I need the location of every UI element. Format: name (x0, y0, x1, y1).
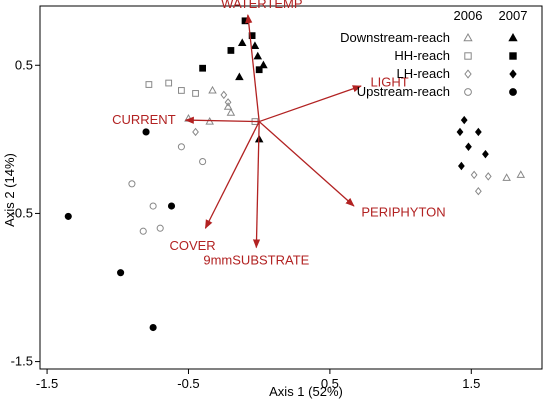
legend-marker-lh-reach-2006 (464, 69, 472, 79)
legend-label-downstream-reach: Downstream-reach (340, 30, 450, 45)
data-points (64, 17, 526, 332)
point-lh-reach-2006 (192, 127, 199, 137)
point-lh-reach-2007 (458, 161, 465, 171)
point-downstream-reach-2007 (235, 72, 244, 81)
point-lh-reach-2007 (456, 127, 464, 137)
point-hh-reach-2007 (248, 32, 256, 40)
point-upstream-reach-2007 (149, 323, 157, 332)
point-hh-reach-2006 (165, 79, 173, 87)
point-lh-reach-2006 (484, 172, 492, 181)
environmental-vectors: WATERTEMP LIGHT CURRENT PERIPHYTON COVER9mmS… (112, 0, 446, 268)
legend-marker-hh-reach-2006 (464, 52, 472, 60)
point-upstream-reach-2007 (167, 202, 176, 210)
point-lh-reach-2006 (224, 98, 232, 107)
x-tick-label: -1.5 (36, 376, 58, 391)
legend-marker-hh-reach-2007 (509, 52, 517, 60)
point-lh-reach-2006 (470, 170, 478, 180)
point-hh-reach-2007 (241, 17, 249, 25)
axis-ticks: -1.5 -0.5 0.5 1.5 -1.5 -0.5 0.5 (11, 57, 481, 391)
point-lh-reach-2006 (220, 90, 228, 100)
point-lh-reach-2007 (460, 115, 468, 125)
legend-year-2007: 2007 (499, 8, 528, 23)
legend-marker-downstream-reach-2006 (463, 32, 473, 42)
y-tick-label: -0.5 (11, 205, 33, 220)
legend-label-upstream-reach: Upstream-reach (357, 84, 450, 99)
x-tick-label: 0.5 (321, 376, 339, 391)
point-downstream-reach-2007 (250, 41, 260, 50)
point-hh-reach-2006 (145, 81, 153, 88)
point-hh-reach-2007 (199, 64, 206, 72)
point-hh-reach-2007 (227, 47, 235, 54)
legend-label-hh-reach: HH-reach (394, 48, 450, 63)
legend-marker-lh-reach-2007 (509, 69, 517, 79)
vector-arrow-periphyton (258, 121, 355, 207)
point-lh-reach-2007 (482, 149, 489, 159)
vector-arrow-light (258, 85, 362, 123)
point-downstream-reach-2006 (223, 102, 233, 110)
point-upstream-reach-2006 (199, 158, 207, 166)
point-upstream-reach-2007 (142, 128, 150, 136)
x-axis-title: Axis 1 (52%) (269, 384, 343, 399)
point-upstream-reach-2006 (128, 180, 136, 188)
vector-arrow-9mmsubstrate (252, 121, 261, 249)
vector-arrow-cover (204, 121, 260, 230)
legend-marker-downstream-reach-2007 (508, 32, 518, 42)
plot-border (39, 5, 543, 370)
x-tick-label: -0.5 (177, 376, 199, 391)
vector-label-watertemp: WATERTEMP (221, 0, 302, 11)
point-downstream-reach-2007 (253, 51, 263, 60)
point-upstream-reach-2006 (156, 224, 164, 232)
point-lh-reach-2007 (474, 127, 482, 137)
point-upstream-reach-2006 (177, 143, 185, 151)
point-hh-reach-2006 (192, 90, 199, 97)
vector-label-9mmsubstrate: 9mmSUBSTRATE (203, 253, 309, 268)
point-downstream-reach-2007 (237, 38, 247, 47)
legend-marker-upstream-reach-2006 (464, 88, 472, 96)
vector-arrow-current (184, 116, 260, 124)
point-upstream-reach-2006 (149, 202, 157, 210)
point-upstream-reach-2006 (139, 227, 147, 235)
point-upstream-reach-2007 (117, 269, 125, 277)
point-downstream-reach-2007 (259, 60, 268, 69)
vector-label-current: CURRENT (112, 112, 176, 127)
point-downstream-reach-2006 (226, 108, 236, 116)
point-hh-reach-2006 (178, 87, 185, 94)
legend-year-2006: 2006 (454, 8, 483, 23)
point-downstream-reach-2006 (208, 85, 217, 94)
y-axis-title: Axis 2 (14%) (2, 153, 17, 227)
point-downstream-reach-2006 (502, 173, 511, 181)
vector-label-cover: COVER (169, 238, 215, 253)
vector-label-periphyton: PERIPHYTON (361, 205, 445, 220)
legend-label-lh-reach: LH-reach (397, 66, 450, 81)
point-lh-reach-2007 (465, 142, 472, 151)
plot-area (39, 5, 543, 370)
point-lh-reach-2006 (474, 186, 482, 196)
y-tick-label: 0.5 (15, 57, 33, 72)
x-tick-label: 1.5 (462, 376, 480, 391)
vector-label-light: LIGHT (370, 75, 408, 90)
legend: 2006 2007 Downstream-reach HH-reach LH-reach… (340, 8, 527, 99)
vector-arrow-watertemp (245, 13, 260, 122)
point-downstream-reach-2006 (516, 170, 526, 178)
y-tick-label: -1.5 (11, 354, 33, 369)
legend-marker-upstream-reach-2007 (509, 88, 517, 96)
point-upstream-reach-2007 (64, 212, 72, 220)
point-hh-reach-2007 (255, 66, 263, 74)
